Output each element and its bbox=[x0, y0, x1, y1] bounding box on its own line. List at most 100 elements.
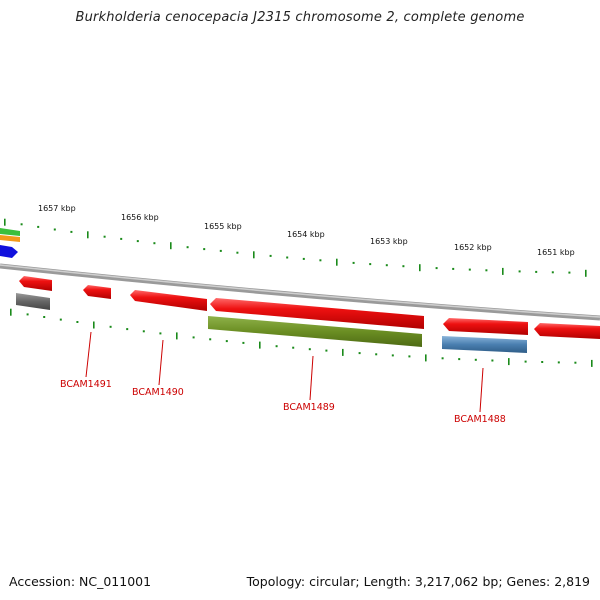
major-tick bbox=[176, 332, 178, 340]
gene-arrow-bcam1489 bbox=[210, 298, 424, 329]
feature-bar-blue bbox=[442, 336, 527, 353]
minor-tick bbox=[192, 336, 195, 339]
minor-tick bbox=[468, 268, 471, 271]
scale-label-1652: 1652 kbp bbox=[454, 243, 492, 252]
minor-tick bbox=[53, 228, 56, 231]
minor-tick bbox=[225, 340, 228, 343]
major-tick bbox=[342, 348, 344, 356]
minor-tick bbox=[402, 265, 405, 268]
feature-bar-grey bbox=[16, 293, 50, 310]
minor-tick bbox=[219, 249, 222, 252]
genome-backbone-highlight bbox=[0, 264, 600, 318]
minor-tick bbox=[319, 259, 322, 262]
minor-tick bbox=[59, 318, 62, 321]
major-tick bbox=[585, 269, 587, 277]
major-tick bbox=[508, 358, 510, 366]
scale-label-1653: 1653 kbp bbox=[370, 237, 408, 246]
major-tick bbox=[10, 308, 12, 316]
scale-label-1655: 1655 kbp bbox=[204, 222, 242, 231]
major-tick bbox=[253, 251, 255, 259]
scale-label-1656: 1656 kbp bbox=[121, 213, 159, 222]
minor-tick bbox=[369, 263, 372, 266]
minor-tick bbox=[535, 270, 538, 273]
major-tick bbox=[87, 231, 89, 239]
minor-tick bbox=[136, 240, 139, 243]
minor-tick bbox=[209, 338, 212, 341]
major-tick bbox=[170, 242, 172, 250]
gene-label-bcam1490[interactable]: BCAM1490 bbox=[132, 387, 184, 398]
scale-label-1651: 1651 kbp bbox=[537, 248, 575, 257]
major-tick bbox=[591, 359, 593, 367]
major-tick bbox=[93, 321, 95, 329]
scale-ticks-outer bbox=[4, 218, 587, 277]
minor-tick bbox=[568, 271, 571, 274]
minor-tick bbox=[485, 269, 488, 272]
minor-tick bbox=[120, 237, 123, 240]
minor-tick bbox=[435, 267, 438, 270]
scale-label-1654: 1654 kbp bbox=[287, 230, 325, 239]
minor-tick bbox=[524, 360, 527, 363]
minor-tick bbox=[159, 332, 162, 335]
minor-tick bbox=[292, 346, 295, 349]
minor-tick bbox=[574, 361, 577, 364]
minor-tick bbox=[474, 358, 477, 361]
minor-tick bbox=[458, 358, 461, 361]
feature-bar-olive bbox=[208, 316, 422, 347]
fragment-orange bbox=[0, 235, 20, 242]
minor-tick bbox=[186, 246, 189, 249]
gene-arrow-bcam1490 bbox=[130, 290, 207, 311]
gene-arrow-right bbox=[534, 323, 600, 339]
minor-tick bbox=[308, 348, 311, 351]
gene-label-bcam1488[interactable]: BCAM1488 bbox=[454, 414, 506, 425]
minor-tick bbox=[236, 251, 239, 254]
major-tick bbox=[336, 258, 338, 266]
minor-tick bbox=[109, 325, 112, 328]
fragment-green bbox=[0, 228, 20, 236]
minor-tick bbox=[37, 225, 40, 228]
leader-line-bcam1490 bbox=[158, 339, 164, 386]
minor-tick bbox=[518, 270, 521, 273]
minor-tick bbox=[452, 267, 455, 270]
major-tick bbox=[259, 341, 261, 349]
leader-line-bcam1489 bbox=[309, 355, 314, 401]
gene-label-bcam1491[interactable]: BCAM1491 bbox=[60, 379, 112, 390]
minor-tick bbox=[26, 313, 29, 316]
major-tick bbox=[419, 264, 421, 272]
minor-tick bbox=[76, 321, 79, 323]
minor-tick bbox=[325, 349, 328, 352]
minor-tick bbox=[153, 242, 156, 245]
accession-text: Accession: NC_011001 bbox=[9, 574, 152, 589]
minor-tick bbox=[203, 248, 206, 251]
scale-ticks-inner bbox=[10, 308, 593, 367]
minor-tick bbox=[375, 353, 378, 356]
minor-tick bbox=[242, 341, 245, 344]
topology-summary: Topology: circular; Length: 3,217,062 bp… bbox=[246, 574, 590, 589]
leader-line-bcam1488 bbox=[479, 367, 484, 413]
minor-tick bbox=[269, 254, 272, 257]
major-tick bbox=[502, 267, 504, 275]
gene-arrow-1 bbox=[19, 276, 52, 291]
major-tick bbox=[425, 354, 427, 362]
gene-arrow-bcam1488 bbox=[443, 318, 528, 335]
leader-line-bcam1491 bbox=[85, 331, 92, 378]
minor-tick bbox=[441, 357, 444, 360]
minor-tick bbox=[286, 256, 289, 259]
minor-tick bbox=[43, 316, 46, 318]
minor-tick bbox=[352, 261, 355, 264]
gene-arrow-bcam1491 bbox=[83, 285, 111, 299]
minor-tick bbox=[541, 361, 544, 363]
minor-tick bbox=[391, 354, 394, 357]
minor-tick bbox=[385, 264, 388, 267]
minor-tick bbox=[302, 257, 305, 260]
minor-tick bbox=[551, 271, 554, 274]
minor-tick bbox=[557, 361, 560, 364]
minor-tick bbox=[358, 352, 361, 355]
minor-tick bbox=[103, 235, 106, 238]
fragment-blue-arrow bbox=[0, 245, 18, 258]
minor-tick bbox=[70, 230, 73, 233]
minor-tick bbox=[126, 328, 129, 331]
minor-tick bbox=[142, 330, 145, 333]
minor-tick bbox=[275, 345, 278, 348]
gene-label-bcam1489[interactable]: BCAM1489 bbox=[283, 402, 335, 413]
